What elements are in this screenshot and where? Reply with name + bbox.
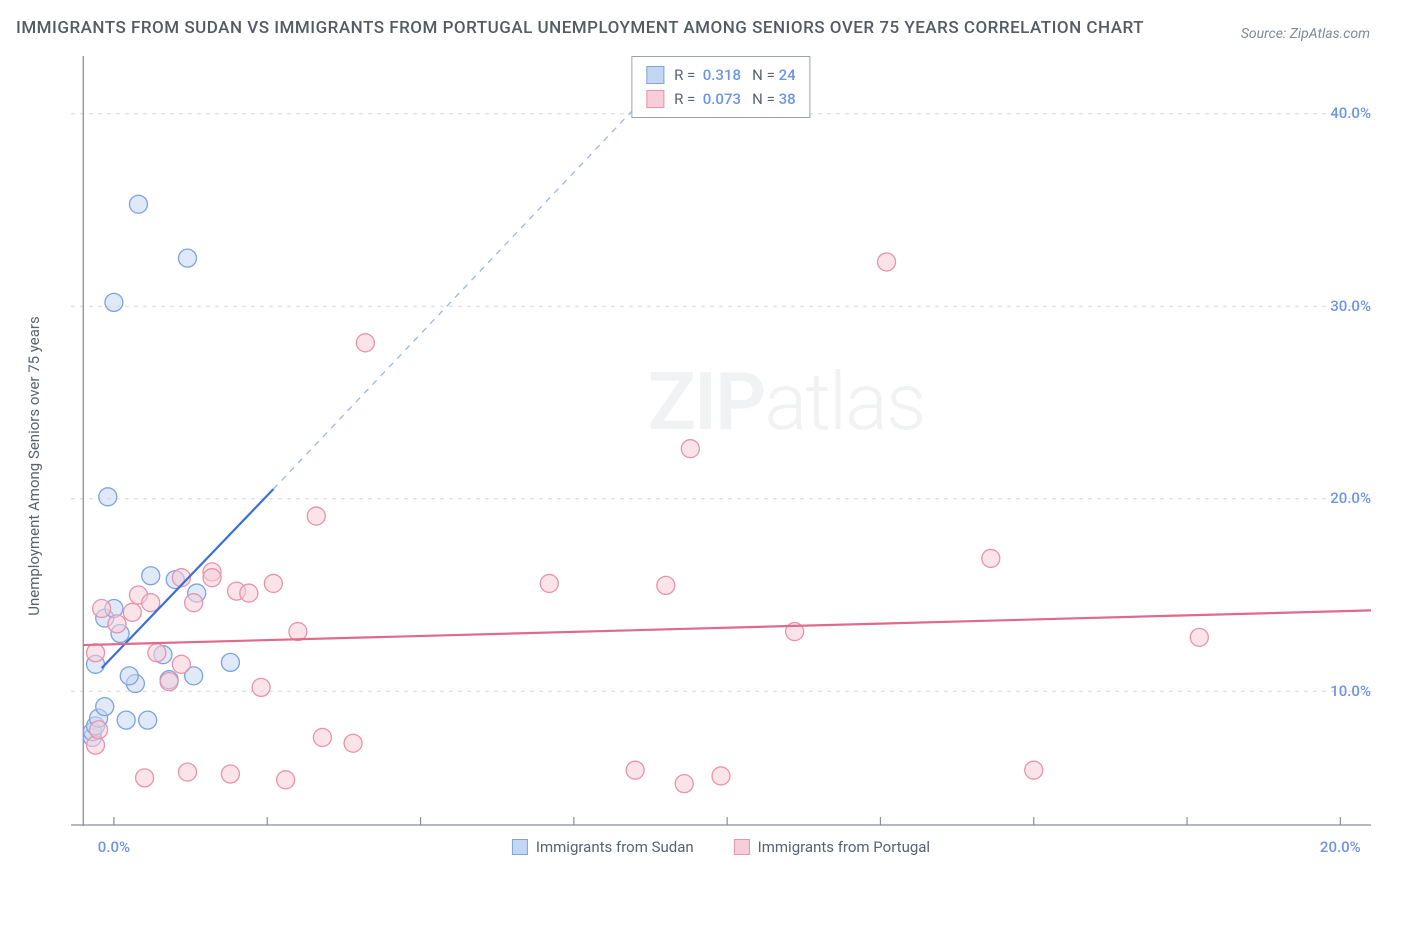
x-legend-item: Immigrants from Sudan	[512, 838, 694, 856]
stat-row: R = 0.318 N = 24	[646, 63, 795, 87]
x-tick-label: 0.0%	[98, 838, 130, 856]
stat-row: R = 0.073 N = 38	[646, 87, 795, 111]
chart-container: Unemployment Among Seniors over 75 years…	[16, 46, 1390, 886]
source-attribution: Source: ZipAtlas.com	[1241, 26, 1390, 42]
legend-swatch	[734, 839, 750, 855]
y-tick-label: 30.0%	[1330, 297, 1371, 315]
y-tick-label: 40.0%	[1330, 104, 1371, 122]
legend-swatch	[512, 839, 528, 855]
y-tick-label: 20.0%	[1330, 489, 1371, 507]
stats-legend-box: R = 0.318 N = 24 R = 0.073 N = 38	[631, 56, 810, 118]
x-legend-item: Immigrants from Portugal	[734, 838, 930, 856]
y-axis-label: Unemployment Among Seniors over 75 years	[25, 316, 43, 615]
scatter-svg	[71, 56, 1371, 826]
legend-label: Immigrants from Portugal	[758, 838, 930, 856]
x-legend: Immigrants from Sudan Immigrants from Por…	[512, 838, 930, 856]
stat-swatch	[646, 90, 664, 108]
legend-label: Immigrants from Sudan	[536, 838, 694, 856]
chart-title: IMMIGRANTS FROM SUDAN VS IMMIGRANTS FROM…	[16, 16, 1144, 42]
plot-area: ZIPatlas R = 0.318 N = 24 R = 0.073 N = …	[71, 56, 1371, 826]
x-tick-label: 20.0%	[1320, 838, 1361, 856]
y-tick-label: 10.0%	[1330, 682, 1371, 700]
stat-swatch	[646, 66, 664, 84]
